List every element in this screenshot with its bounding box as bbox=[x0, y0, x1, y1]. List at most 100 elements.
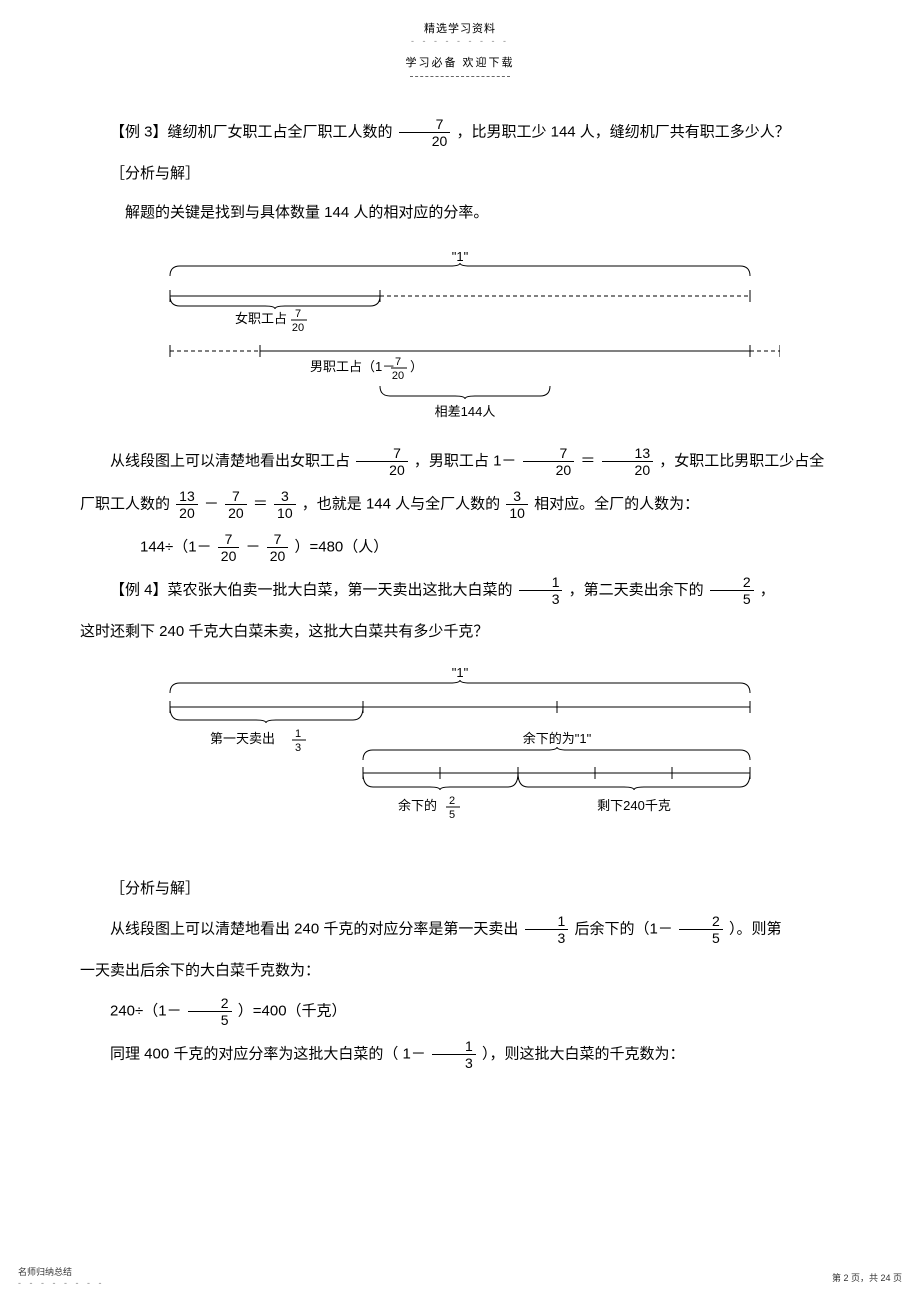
t: 从线段图上可以清楚地看出女职工占 bbox=[110, 452, 354, 469]
d: 20 bbox=[218, 548, 240, 563]
d1-male-label: 男职工占（1－ bbox=[310, 359, 395, 374]
t: ，也就是 144 人与全厂人数的 bbox=[302, 495, 505, 512]
d1-mf-n: 7 bbox=[395, 356, 401, 368]
ex3-analysis-label: ［分析与解］ bbox=[80, 160, 840, 187]
t: 240÷（1－ bbox=[110, 1002, 182, 1019]
d: 20 bbox=[176, 505, 198, 520]
frac-num: 7 bbox=[399, 117, 451, 133]
n: 1 bbox=[525, 914, 569, 930]
t: ，男职工占 1－ bbox=[414, 452, 517, 469]
d2-rfn: 2 bbox=[449, 795, 455, 807]
ex4-diagram: "1" 第一天卖出 1 3 余下的为"1" 余下的 bbox=[80, 665, 840, 855]
f: 13 bbox=[525, 914, 569, 945]
d: 5 bbox=[679, 930, 723, 945]
page-content: 【例 3】缝纫机厂女职工占全厂职工人数的 7 20 ，比男职工少 144 人，缝… bbox=[0, 77, 920, 1070]
d: 3 bbox=[525, 930, 569, 945]
n: 13 bbox=[602, 446, 654, 462]
ex4-calc1: 240÷（1－ 25 ）=400（千克） bbox=[80, 996, 840, 1027]
d1-female-label: 女职工占 bbox=[235, 311, 287, 326]
d: 20 bbox=[267, 548, 289, 563]
d2-day1: 第一天卖出 bbox=[210, 731, 275, 746]
d: 3 bbox=[432, 1055, 476, 1070]
t: 后余下的（1－ bbox=[575, 920, 673, 937]
d: 10 bbox=[506, 505, 528, 520]
t: ）。则第 bbox=[729, 920, 782, 937]
ex3-explain2: 厂职工人数的 1320 － 720 ＝ 310 ，也就是 144 人与全厂人数的… bbox=[80, 489, 840, 520]
ex3-frac1: 7 20 bbox=[399, 117, 451, 148]
t: 从线段图上可以清楚地看出 240 千克的对应分率是第一天卖出 bbox=[110, 920, 523, 937]
d2-unit: "1" bbox=[452, 665, 469, 680]
ex4-explain2: 一天卖出后余下的大白菜千克数为： bbox=[80, 957, 840, 984]
t: ）=400（千克） bbox=[238, 1002, 347, 1019]
f: 25 bbox=[188, 996, 232, 1027]
d2-rfd: 5 bbox=[449, 809, 455, 821]
d2-remain-unit: 余下的为"1" bbox=[523, 731, 592, 746]
d: 3 bbox=[519, 591, 563, 606]
f: 720 bbox=[225, 489, 247, 520]
t: 【例 4】菜农张大伯卖一批大白菜，第一天卖出这批大白菜的 bbox=[110, 581, 517, 598]
t: － bbox=[246, 538, 261, 555]
f: 1320 bbox=[176, 489, 198, 520]
ex3-calc: 144÷（1－ 720 － 720 ）=480（人） bbox=[140, 532, 840, 563]
ex4-explain1: 从线段图上可以清楚地看出 240 千克的对应分率是第一天卖出 13 后余下的（1… bbox=[80, 914, 840, 945]
d1-ff-d: 20 bbox=[292, 322, 304, 334]
t: ＝ bbox=[253, 495, 268, 512]
d1-unit: "1" bbox=[452, 249, 469, 264]
f: 720 bbox=[218, 532, 240, 563]
ex3-title: 【例 3】缝纫机厂女职工占全厂职工人数的 7 20 ，比男职工少 144 人，缝… bbox=[80, 117, 840, 148]
f: 720 bbox=[356, 446, 408, 477]
d2-d1d: 3 bbox=[295, 742, 301, 754]
d1-male-close: ） bbox=[410, 359, 423, 374]
t: 相对应。全厂的人数为： bbox=[534, 495, 699, 512]
ex3-diagram: "1" 女职工占 7 20 男职工占（1－ 7 20 ） bbox=[80, 246, 840, 426]
f: 1320 bbox=[602, 446, 654, 477]
t: ， bbox=[760, 581, 775, 598]
d: 5 bbox=[188, 1012, 232, 1027]
footer-right: 第 2 页，共 24 页 bbox=[832, 1271, 902, 1284]
n: 2 bbox=[710, 575, 754, 591]
ex4-explain3: 同理 400 千克的对应分率为这批大白菜的（ 1－ 13 ），则这批大白菜的千克… bbox=[80, 1039, 840, 1070]
t: 144÷（1－ bbox=[140, 538, 212, 555]
f: 13 bbox=[432, 1039, 476, 1070]
ex3-key: 解题的关键是找到与具体数量 144 人的相对应的分率。 bbox=[80, 199, 840, 226]
d2-left: 剩下240千克 bbox=[597, 798, 671, 813]
n: 1 bbox=[519, 575, 563, 591]
footer-left-text: 名师归纳总结 bbox=[18, 1267, 72, 1277]
t: 厂职工人数的 bbox=[80, 495, 174, 512]
d: 20 bbox=[356, 462, 408, 477]
d1-ff-n: 7 bbox=[295, 308, 301, 320]
header-dots: - - - - - - - - - bbox=[0, 36, 920, 46]
t: ）=480（人） bbox=[294, 538, 388, 555]
t: ，女职工比男职工少占全 bbox=[659, 452, 824, 469]
footer-left: 名师归纳总结 - - - - - - - - bbox=[18, 1265, 104, 1288]
ex3-title-pre: 【例 3】缝纫机厂女职工占全厂职工人数的 bbox=[110, 123, 397, 140]
d: 20 bbox=[225, 505, 247, 520]
n: 7 bbox=[523, 446, 575, 462]
n: 7 bbox=[356, 446, 408, 462]
d: 20 bbox=[602, 462, 654, 477]
n: 13 bbox=[176, 489, 198, 505]
t: 同理 400 千克的对应分率为这批大白菜的（ 1－ bbox=[110, 1045, 426, 1062]
d: 5 bbox=[710, 591, 754, 606]
t: ），则这批大白菜的千克数为： bbox=[482, 1045, 685, 1062]
f: 25 bbox=[679, 914, 723, 945]
ex3-title-post: ，比男职工少 144 人，缝纫机厂共有职工多少人？ bbox=[456, 123, 789, 140]
d1-mf-d: 20 bbox=[392, 370, 404, 382]
n: 2 bbox=[679, 914, 723, 930]
f: 310 bbox=[506, 489, 528, 520]
d2-d1n: 1 bbox=[295, 728, 301, 740]
n: 3 bbox=[506, 489, 528, 505]
f: 720 bbox=[523, 446, 575, 477]
f: 25 bbox=[710, 575, 754, 606]
frac-den: 20 bbox=[399, 133, 451, 148]
n: 7 bbox=[218, 532, 240, 548]
ex4-analysis-label: ［分析与解］ bbox=[80, 875, 840, 902]
t: ＝ bbox=[580, 452, 595, 469]
ex3-explain1: 从线段图上可以清楚地看出女职工占 720 ，男职工占 1－ 720 ＝ 1320… bbox=[80, 446, 840, 477]
n: 7 bbox=[267, 532, 289, 548]
f: 310 bbox=[274, 489, 296, 520]
n: 3 bbox=[274, 489, 296, 505]
t: ，第二天卖出余下的 bbox=[569, 581, 708, 598]
n: 2 bbox=[188, 996, 232, 1012]
d: 10 bbox=[274, 505, 296, 520]
